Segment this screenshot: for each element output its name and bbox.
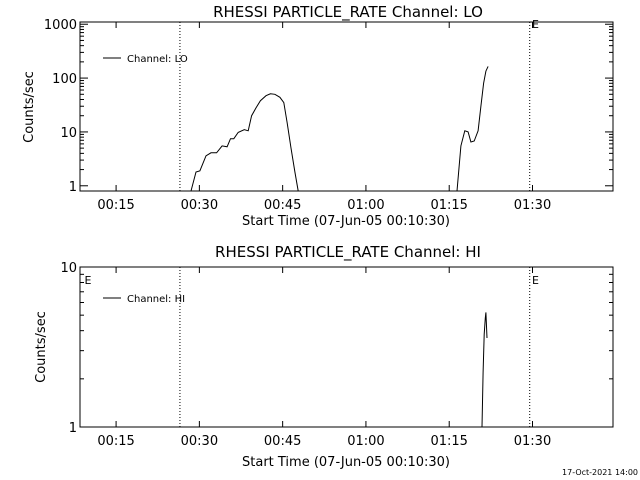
panel-lo-y-tick-label: 1000 [44, 18, 77, 33]
panel-hi: RHESSI PARTICLE_RATE Channel: HI 00:15 00… [34, 243, 614, 470]
panel-lo-series [190, 66, 489, 192]
panel-lo-y-tick-label: 10 [60, 126, 77, 141]
panel-lo-legend-label: Channel: LO [127, 54, 188, 65]
panel-hi-x-tick-label: 01:00 [347, 434, 384, 449]
panel-lo-x-axis-label: Start Time (07-Jun-05 00:10:30) [242, 214, 450, 229]
panel-hi-event-marker: E [532, 274, 539, 287]
footer-timestamp: 17-Oct-2021 14:00 [562, 468, 638, 477]
panel-lo-ticks: 00:15 00:30 00:45 01:00 01:15 01:30 1 10 100 1000 [44, 18, 613, 213]
panel-hi-series-line [481, 312, 488, 428]
panel-hi-y-tick-label: 10 [60, 261, 77, 276]
panel-lo-event-marker: E [532, 18, 539, 31]
panel-lo-series-line [456, 66, 489, 192]
panel-hi-x-tick-label: 00:45 [264, 434, 301, 449]
panel-lo-title: RHESSI PARTICLE_RATE Channel: LO [213, 3, 483, 22]
panel-hi-ticks: 00:15 00:30 00:45 01:00 01:15 01:30 1 10 [60, 261, 613, 449]
panel-lo-x-tick-label: 01:15 [430, 198, 467, 213]
panel-lo-y-tick-label: 1 [69, 180, 77, 195]
panel-hi-legend-label: Channel: HI [127, 294, 185, 305]
panel-hi-title: RHESSI PARTICLE_RATE Channel: HI [215, 243, 481, 262]
panel-hi-x-tick-label: 00:30 [181, 434, 218, 449]
panel-hi-x-axis-label: Start Time (07-Jun-05 00:10:30) [242, 455, 450, 470]
panel-lo-x-tick-label: 01:30 [514, 198, 551, 213]
panel-hi-y-tick-label: 1 [69, 421, 77, 436]
panel-lo-series-line [190, 93, 299, 192]
panel-hi-x-tick-label: 00:15 [97, 434, 134, 449]
panel-lo-reference-lines [179, 22, 531, 191]
panel-hi-y-axis-label: Counts/sec [34, 311, 49, 383]
panel-lo-y-axis-label: Counts/sec [22, 71, 37, 143]
panel-hi-x-tick-label: 01:30 [514, 434, 551, 449]
panel-hi-plot-frame [79, 266, 614, 428]
panel-lo-markers: E [532, 18, 539, 31]
panel-hi-series [481, 312, 488, 428]
panel-lo-x-tick-label: 00:45 [264, 198, 301, 213]
panel-lo-x-tick-label: 01:00 [347, 198, 384, 213]
panel-hi-x-tick-label: 01:15 [430, 434, 467, 449]
panel-lo-x-tick-label: 00:30 [181, 198, 218, 213]
panel-lo-y-tick-label: 100 [52, 72, 77, 87]
panel-lo-x-tick-label: 00:15 [97, 198, 134, 213]
panel-lo: RHESSI PARTICLE_RATE Channel: LO 00:15 00… [22, 3, 614, 229]
panel-hi-event-marker: E [84, 274, 91, 287]
